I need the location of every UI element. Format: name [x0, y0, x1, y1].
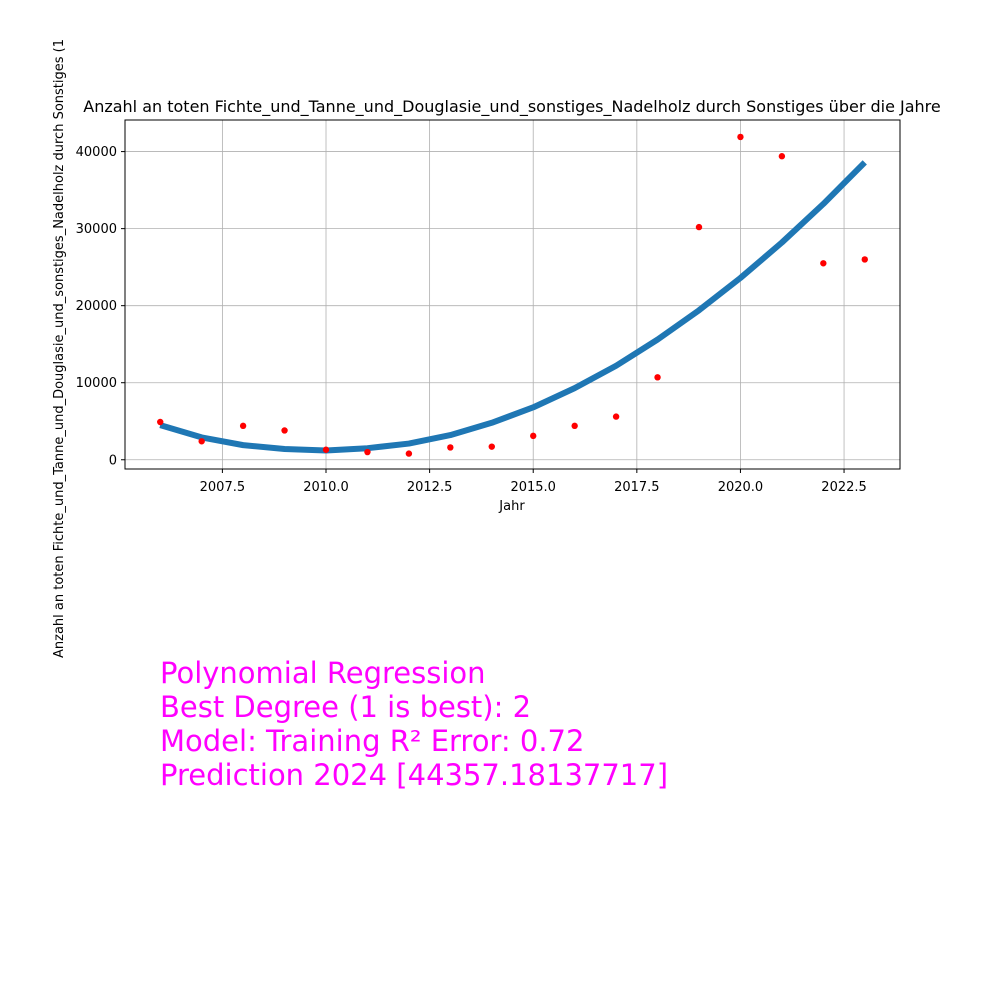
- x-tick-label: 2015.0: [510, 480, 556, 495]
- data-point: [157, 418, 164, 426]
- data-point: [778, 153, 786, 160]
- x-tick-label: 2020.0: [718, 480, 764, 495]
- data-point: [447, 444, 454, 451]
- data-point: [364, 448, 371, 456]
- data-point: [405, 450, 413, 457]
- summary-degree: Best Degree (1 is best): 2: [160, 690, 532, 724]
- x-tick-label: 2017.5: [614, 480, 660, 495]
- x-tick-label: 2010.0: [303, 480, 349, 495]
- data-layer: [157, 133, 868, 457]
- regression-line: [159, 160, 867, 454]
- grid-layer: [125, 120, 900, 469]
- summary-prediction: Prediction 2024 [44357.18137717]: [160, 758, 669, 792]
- data-point: [654, 374, 661, 381]
- x-tick-label: 2012.5: [407, 480, 453, 495]
- x-tick-label: 2007.5: [200, 480, 246, 495]
- data-point: [612, 413, 620, 420]
- data-point: [198, 438, 205, 445]
- data-point: [322, 446, 330, 453]
- chart-title: Anzahl an toten Fichte_und_Tanne_und_Dou…: [83, 97, 941, 117]
- x-tick-label: 2022.5: [821, 480, 867, 495]
- summary-method: Polynomial Regression: [160, 656, 486, 690]
- y-tick-label: 30000: [76, 222, 117, 237]
- data-point: [820, 260, 827, 267]
- data-point: [488, 443, 495, 450]
- tick-layer: 2007.5 2010.0 2012.5 2015.0 2017.5 2020.0 2022…: [76, 145, 867, 495]
- data-point: [530, 432, 537, 440]
- y-tick-label: 0: [109, 453, 117, 468]
- y-tick-label: 10000: [76, 376, 117, 391]
- y-tick-label: 40000: [76, 145, 117, 160]
- summary-r2: Model: Training R² Error: 0.72: [160, 724, 585, 758]
- x-axis-label: Jahr: [498, 499, 525, 514]
- data-point: [239, 422, 247, 430]
- y-axis-label: Anzahl an toten Fichte_und_Tanne_und_Dou…: [52, 39, 67, 658]
- data-point: [571, 422, 578, 430]
- data-point: [695, 223, 703, 231]
- plot-frame: [124, 119, 901, 470]
- data-point: [281, 427, 288, 434]
- regression-summary: Polynomial Regression Best Degree (1 is …: [160, 656, 668, 792]
- data-point: [737, 133, 744, 141]
- data-point: [861, 256, 868, 263]
- y-tick-label: 20000: [76, 299, 117, 314]
